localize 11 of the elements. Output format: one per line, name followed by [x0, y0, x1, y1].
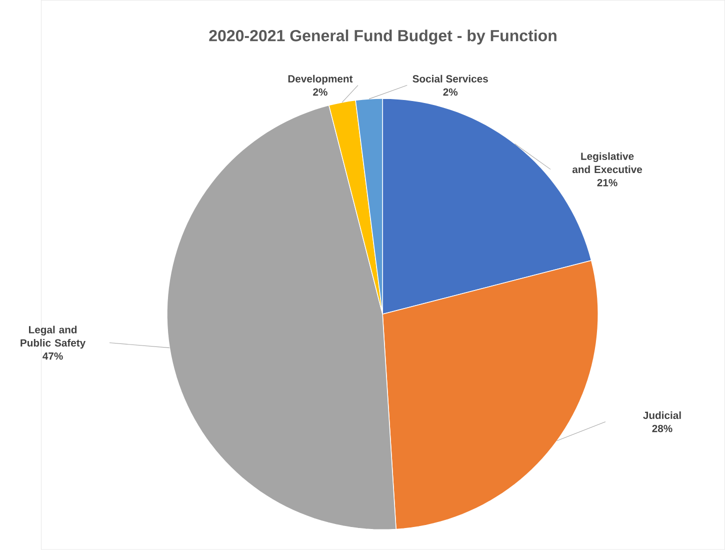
data-label: 21% [597, 179, 618, 186]
slice-label: Social Services [412, 75, 488, 83]
chart-title: 2020-2021 General Fund Budget - by Function [209, 30, 556, 45]
data-label: 47% [42, 352, 63, 360]
data-label: 2% [443, 88, 458, 96]
data-label: 2% [313, 88, 328, 96]
slice-label: Development [288, 75, 353, 85]
slice-label: Judicial [643, 412, 681, 420]
data-label: 28% [652, 425, 672, 432]
slice-label: Legislative and Executive [572, 152, 642, 174]
slice-label: Legal and Public Safety [20, 326, 86, 349]
